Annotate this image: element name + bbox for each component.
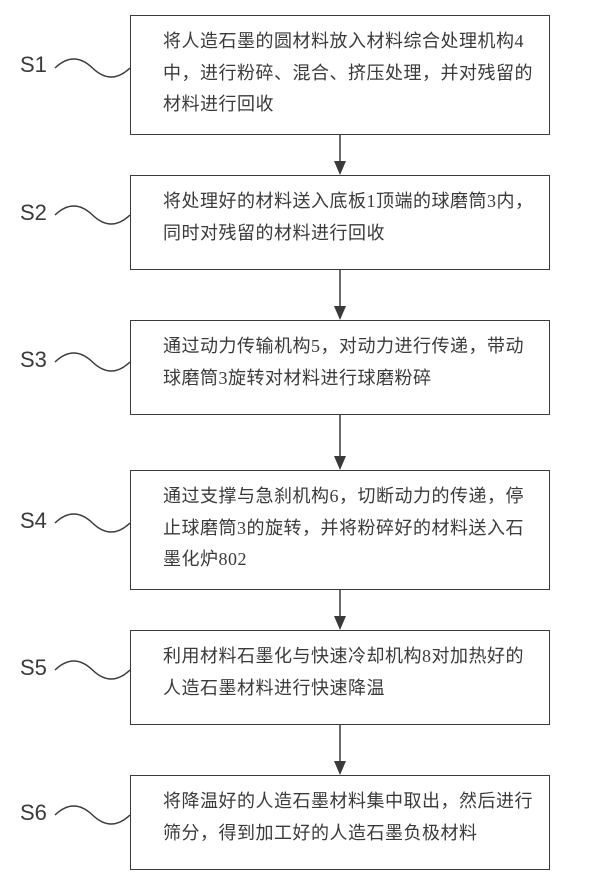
flow-arrow bbox=[0, 0, 600, 887]
flowchart-canvas: 将人造石墨的圆材料放入材料综合处理机构4中，进行粉碎、混合、挤压处理，并对残留的… bbox=[0, 0, 600, 887]
